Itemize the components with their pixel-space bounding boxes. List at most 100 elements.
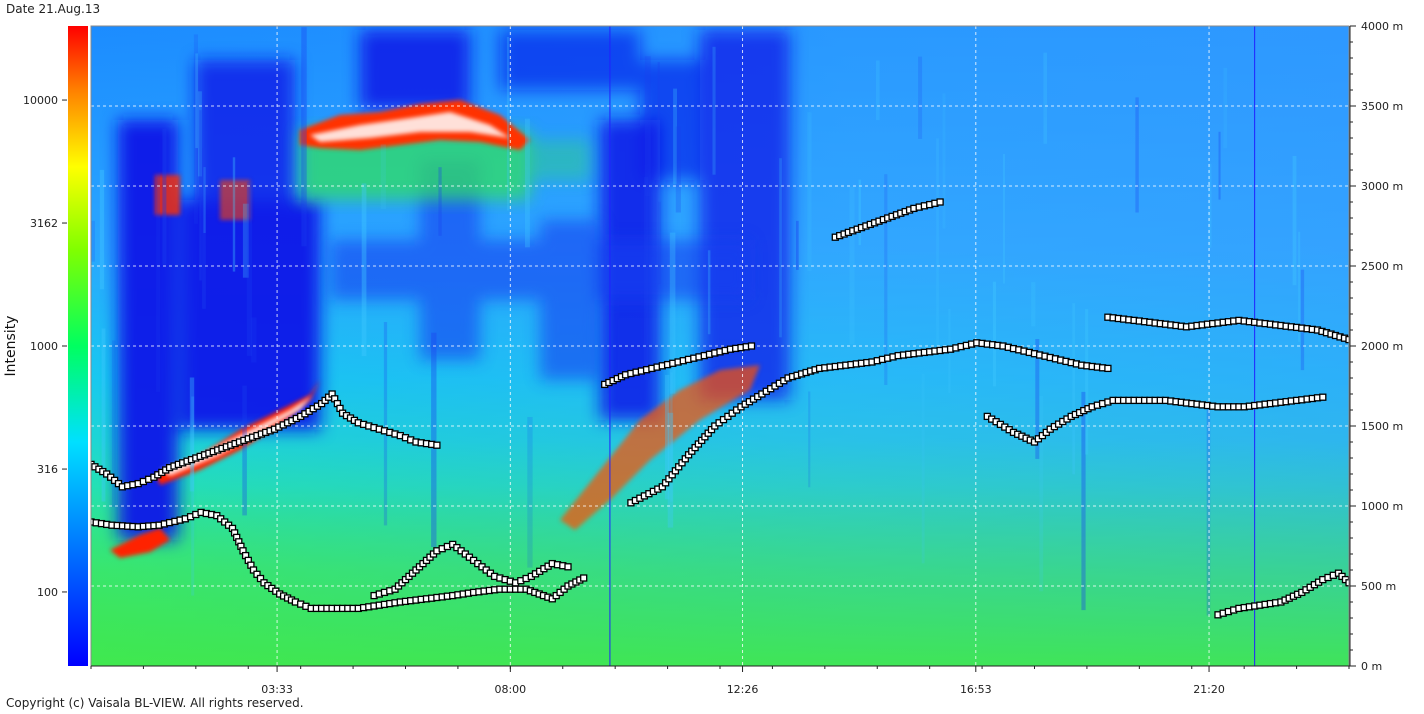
layer-marker	[1104, 364, 1112, 373]
streak	[199, 110, 202, 281]
streak	[796, 220, 799, 270]
streak	[112, 340, 116, 507]
streak	[670, 372, 673, 502]
streak	[101, 328, 106, 502]
streak	[1292, 156, 1297, 286]
streak	[779, 158, 782, 338]
layer-marker	[747, 342, 756, 350]
y-tick-label: 3500 m	[1361, 100, 1403, 113]
streak	[643, 176, 649, 380]
streak	[673, 88, 677, 185]
colorbar-tick-label: 3162	[30, 217, 58, 230]
colorbar-tick-label: 100	[37, 586, 58, 599]
streak	[1135, 97, 1139, 213]
streak	[918, 56, 923, 139]
streak	[1085, 309, 1089, 455]
streak	[644, 56, 651, 197]
x-tick-label: 16:53	[960, 683, 992, 696]
streak	[992, 281, 996, 387]
copyright: Copyright (c) Vaisala BL-VIEW. All right…	[6, 696, 304, 710]
streak	[156, 173, 160, 392]
streak	[665, 374, 670, 500]
streak	[1043, 52, 1047, 144]
colorbar-tick-label: 316	[37, 463, 58, 476]
streak	[808, 391, 811, 488]
streak	[506, 37, 510, 211]
streak	[198, 91, 202, 177]
layer-marker	[580, 574, 588, 582]
layer-marker	[1319, 393, 1327, 401]
streak	[380, 144, 386, 209]
y-tick-label: 0 m	[1361, 660, 1382, 673]
colorbar-tick-label: 10000	[23, 94, 58, 107]
streak	[1072, 303, 1076, 475]
streak	[712, 46, 716, 175]
streak	[936, 138, 939, 356]
streak	[246, 182, 253, 356]
streak	[1081, 391, 1086, 611]
streak	[1223, 67, 1228, 149]
layer-marker	[936, 198, 944, 206]
streak	[1031, 282, 1036, 327]
streak	[884, 174, 888, 385]
y-tick-label: 1000 m	[1361, 500, 1403, 513]
streak	[1039, 395, 1044, 592]
streak	[99, 169, 105, 290]
streak	[383, 322, 388, 526]
streak	[527, 417, 533, 568]
y-axis-label: Intensity	[3, 316, 19, 377]
streak	[195, 53, 198, 149]
streak	[189, 377, 195, 492]
streak	[1206, 405, 1211, 616]
x-tick-label: 08:00	[494, 683, 526, 696]
streak	[193, 34, 198, 224]
streak	[657, 62, 660, 177]
y-tick-label: 2000 m	[1361, 340, 1403, 353]
time-markers	[609, 26, 1256, 666]
streak	[91, 220, 95, 262]
colorbar	[68, 26, 88, 666]
y-tick-label: 2500 m	[1361, 260, 1403, 273]
y-tick-label: 500 m	[1361, 580, 1396, 593]
y-tick-label: 4000 m	[1361, 20, 1403, 33]
heatmap-area	[91, 26, 1349, 666]
streak	[858, 179, 861, 246]
streak	[669, 232, 676, 394]
streak	[202, 148, 206, 309]
x-tick-label: 03:33	[261, 683, 293, 696]
streak	[301, 27, 307, 247]
streak	[1218, 131, 1221, 200]
layer-marker	[1345, 579, 1349, 587]
streak	[242, 203, 249, 278]
streaks	[91, 27, 1305, 616]
streak	[707, 250, 711, 335]
streak	[361, 183, 367, 357]
streak	[431, 332, 437, 547]
streak	[242, 385, 247, 516]
streak	[658, 201, 662, 285]
streak	[203, 167, 206, 233]
date-label: Date 21.Aug.13	[6, 2, 101, 16]
streak	[942, 93, 946, 229]
colorbar-axis: 10000 3162 1000 316 100	[23, 94, 67, 599]
streak	[1300, 269, 1305, 371]
layer-marker	[433, 441, 441, 449]
streak	[667, 412, 674, 528]
x-tick-label: 12:26	[727, 683, 759, 696]
x-tick-label: 21:20	[1193, 683, 1225, 696]
streak	[675, 126, 681, 213]
y-tick-label: 3000 m	[1361, 180, 1403, 193]
streak	[162, 128, 167, 265]
streak	[1002, 154, 1005, 284]
streak	[876, 60, 880, 121]
streak	[232, 157, 236, 272]
layer-markers	[91, 198, 1349, 619]
streak	[525, 118, 530, 248]
layer-marker	[564, 563, 572, 571]
streak	[251, 317, 257, 363]
streak	[438, 167, 442, 236]
streak	[1208, 163, 1212, 248]
layer-marker	[1345, 335, 1349, 344]
streak	[807, 112, 812, 272]
